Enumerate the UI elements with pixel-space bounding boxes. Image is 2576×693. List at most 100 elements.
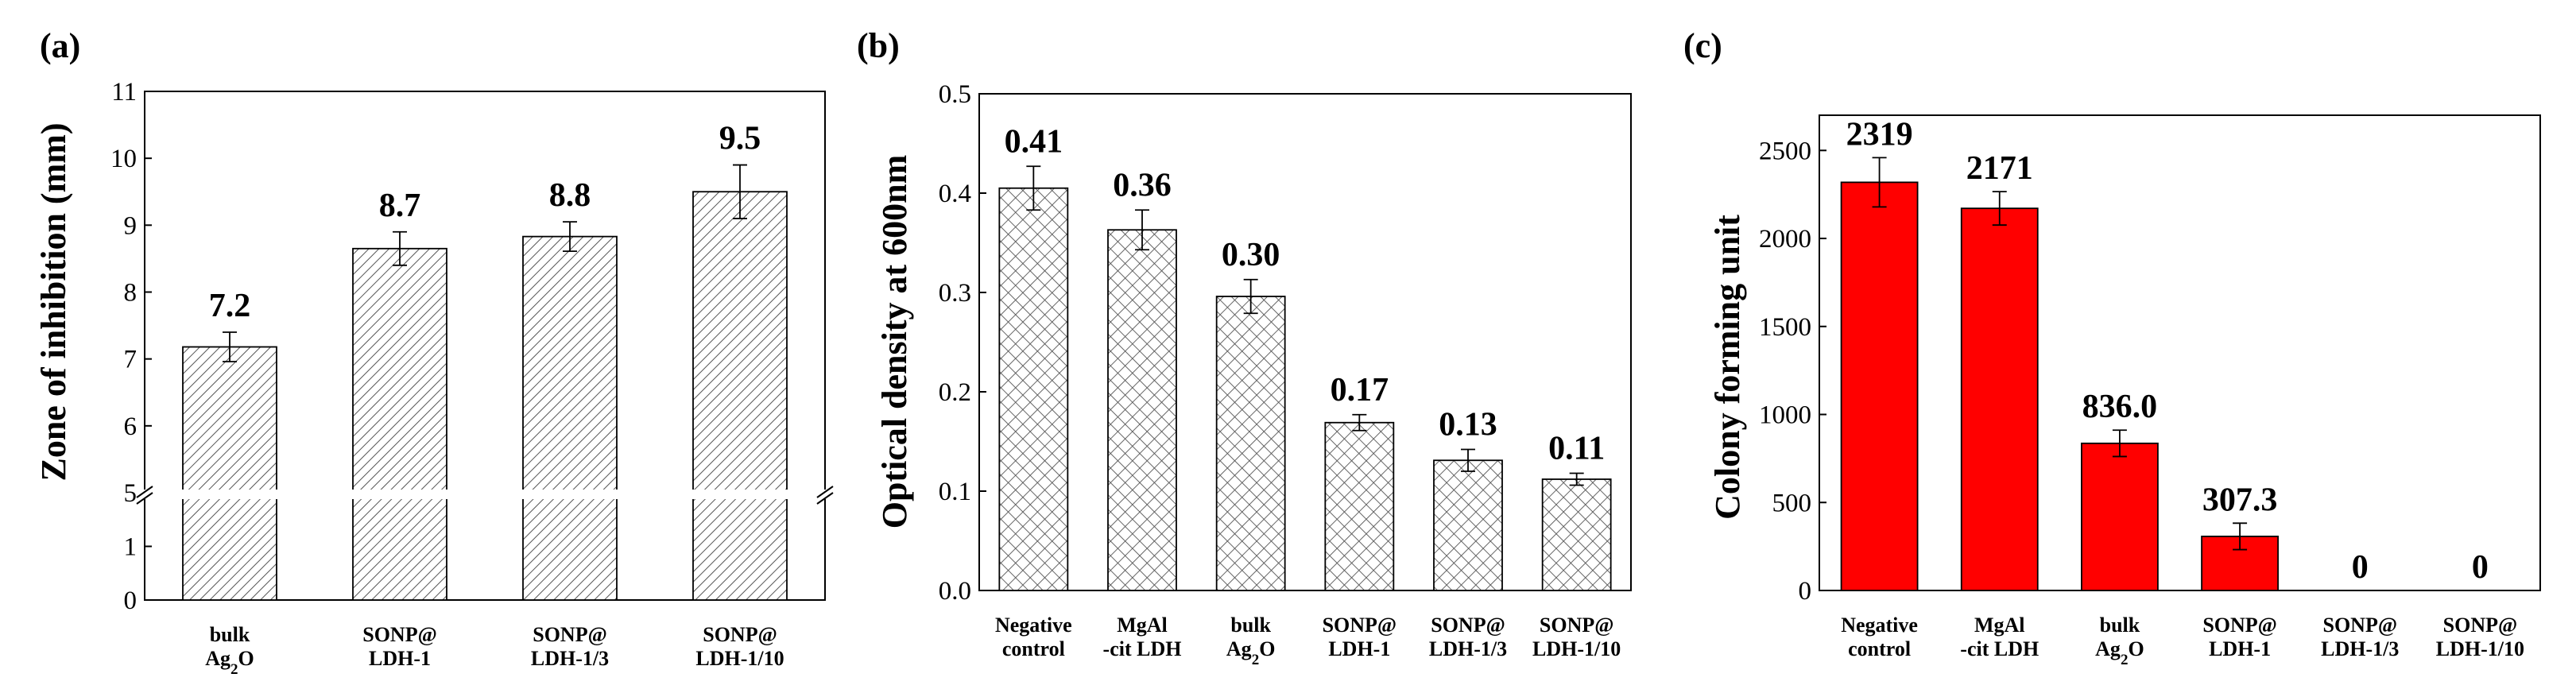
panel-c-label: (c) — [1683, 26, 1722, 65]
panel-b-y-tick-label: 0.1 — [939, 478, 971, 506]
panel-b-x-tick-label: SONP@ — [1431, 614, 1505, 637]
panel-c-data-label: 0 — [2472, 549, 2489, 586]
panel-a-x-tick-label: SONP@ — [533, 623, 607, 646]
panel-b-bar — [1215, 296, 1286, 591]
panel-a-axis-break-mark — [816, 486, 834, 498]
panel-a-y-tick-label: 10 — [110, 145, 137, 173]
panel-a-bar — [692, 191, 788, 601]
panel-b-x-tick-label: SONP@ — [1540, 614, 1614, 637]
panel-c-bar — [2081, 442, 2159, 591]
panel-b-x-tick-label: LDH-1 — [1328, 637, 1390, 660]
panel-a-x-tick-label: LDH-1/10 — [695, 647, 784, 670]
panel-a-y-axis-title: Zone of inhibition (mm) — [34, 122, 73, 481]
panel-a-bar — [522, 235, 618, 601]
panel-c-data-label: 2319 — [1846, 116, 1913, 153]
panel-b-x-tick-label: SONP@ — [1323, 614, 1397, 637]
panel-a: (a) Zone of inhibition (mm) 0 1 5 6 7 8 9 10 11 7… — [34, 26, 834, 678]
panel-c-data-label: 307.3 — [2202, 482, 2278, 518]
panel-b-x-tick-label: Ag2O — [1226, 637, 1276, 668]
panel-a-y-tick-label: 9 — [124, 211, 138, 240]
panel-c-data-label: 836.0 — [2082, 389, 2158, 425]
panel-b-plot-area: 0.0 0.1 0.2 0.3 0.4 0.5 0.41 0.36 0.30 0.17 0.13 0.… — [939, 80, 1632, 668]
panel-a-y-tick-label: 8 — [124, 279, 138, 308]
panel-a-x-tick-label: LDH-1 — [369, 647, 431, 670]
panel-c-y-tick-label: 1500 — [1759, 313, 1811, 342]
panel-c-data-label: 2171 — [1966, 150, 2033, 187]
panel-b-data-label: 0.13 — [1439, 407, 1497, 443]
panel-c-bar — [1960, 207, 2039, 591]
panel-b: (b) Optical density at 600nm 0.0 0.1 0.2 0.… — [857, 26, 1632, 668]
panel-a-frame — [144, 91, 826, 601]
panel-a-y-tick-label: 0 — [124, 587, 138, 615]
panel-c-x-tick-label: Ag2O — [2095, 637, 2144, 668]
panel-b-y-tick-label: 0.5 — [939, 80, 971, 109]
panel-b-y-tick-label: 0.0 — [939, 577, 971, 606]
panel-c-x-tick-label: LDH-1/10 — [2436, 637, 2524, 660]
panel-a-x-tick-label: Ag2O — [205, 647, 254, 678]
panel-c-x-tick-label: bulk — [2100, 614, 2140, 637]
panel-b-x-tick-label: bulk — [1230, 614, 1271, 637]
panel-a-axis-break-mark — [136, 486, 153, 498]
panel-c-x-tick-label: SONP@ — [2202, 614, 2277, 637]
panel-a-data-label: 9.5 — [719, 121, 761, 157]
panel-c-y-axis-title: Colony forming unit — [1708, 215, 1747, 520]
panel-c-x-tick-label: MgAl — [1974, 614, 2025, 637]
panel-c-y-tick-label: 500 — [1772, 489, 1812, 517]
panel-b-data-label: 0.36 — [1113, 167, 1172, 203]
panel-c-x-tick-label: LDH-1/3 — [2321, 637, 2399, 660]
panel-a-data-label: 8.8 — [549, 177, 591, 214]
panel-b-y-tick-label: 0.2 — [939, 378, 971, 407]
panel-b-data-label: 0.41 — [1005, 123, 1063, 160]
panel-a-x-tick-label: SONP@ — [703, 623, 777, 646]
panel-c-x-tick-label: SONP@ — [2443, 614, 2518, 637]
panel-a-bar — [352, 247, 447, 601]
panel-c-x-tick-label: LDH-1 — [2209, 637, 2271, 660]
panel-a-x-tick-label: LDH-1/3 — [531, 647, 609, 670]
panel-b-data-label: 0.30 — [1222, 237, 1280, 273]
panel-b-x-tick-label: LDH-1/10 — [1532, 637, 1621, 660]
panel-c-y-tick-label: 2500 — [1759, 137, 1811, 165]
panel-c-x-tick-label: Negative — [1841, 614, 1918, 637]
panel-a-y-tick-label: 5 — [124, 479, 138, 508]
panel-c-bar — [1840, 181, 1919, 591]
panel-b-label: (b) — [857, 26, 900, 65]
panel-b-x-tick-label: Negative — [995, 614, 1072, 637]
panel-b-bar — [1541, 478, 1612, 591]
panel-a-label: (a) — [40, 26, 80, 65]
panel-c-plot-area: 0 500 1000 1500 2000 2500 2319 2171 836.0 307.3 0 0… — [1759, 114, 2541, 668]
panel-b-bar — [1324, 421, 1395, 591]
panel-b-y-tick-label: 0.4 — [939, 180, 971, 208]
panel-a-x-tick-label: bulk — [210, 623, 250, 646]
panel-a-bar — [182, 346, 277, 601]
panel-b-bar — [1433, 459, 1503, 591]
panel-c-y-tick-label: 1000 — [1759, 401, 1811, 430]
panel-a-data-label: 8.7 — [379, 188, 421, 224]
panel-c-x-tick-label: SONP@ — [2322, 614, 2397, 637]
panel-a-y-tick-label: 7 — [124, 346, 138, 374]
panel-b-x-tick-label: MgAl — [1117, 614, 1168, 637]
panel-c: (c) Colony forming unit 0 500 1000 1500 2000… — [1683, 26, 2541, 668]
panel-c-frame — [1819, 114, 2541, 591]
panel-b-data-label: 0.11 — [1548, 431, 1605, 467]
panel-b-bar — [1107, 229, 1177, 591]
panel-c-y-tick-label: 2000 — [1759, 225, 1811, 254]
panel-c-x-tick-label: -cit LDH — [1960, 637, 2039, 660]
panel-b-x-tick-label: -cit LDH — [1103, 637, 1182, 660]
panel-c-y-tick-label: 0 — [1799, 577, 1812, 606]
panel-a-axis-break-mark — [816, 492, 834, 505]
panel-a-data-label: 7.2 — [209, 288, 251, 324]
panel-b-x-tick-label: LDH-1/3 — [1429, 637, 1507, 660]
panel-b-data-label: 0.17 — [1331, 372, 1389, 408]
panel-c-x-tick-label: control — [1848, 637, 1911, 660]
panel-c-data-label: 0 — [2352, 549, 2369, 586]
panel-a-axis-break-mark — [136, 492, 153, 505]
panel-a-y-tick-label: 1 — [124, 533, 138, 562]
panel-a-axis-break-gap — [138, 490, 831, 499]
panel-b-bar — [998, 187, 1069, 591]
panel-a-y-tick-label: 6 — [124, 412, 138, 441]
panel-a-x-tick-label: SONP@ — [362, 623, 437, 646]
panel-b-y-axis-title: Optical density at 600nm — [875, 155, 914, 529]
panel-a-y-tick-label: 11 — [111, 78, 137, 106]
